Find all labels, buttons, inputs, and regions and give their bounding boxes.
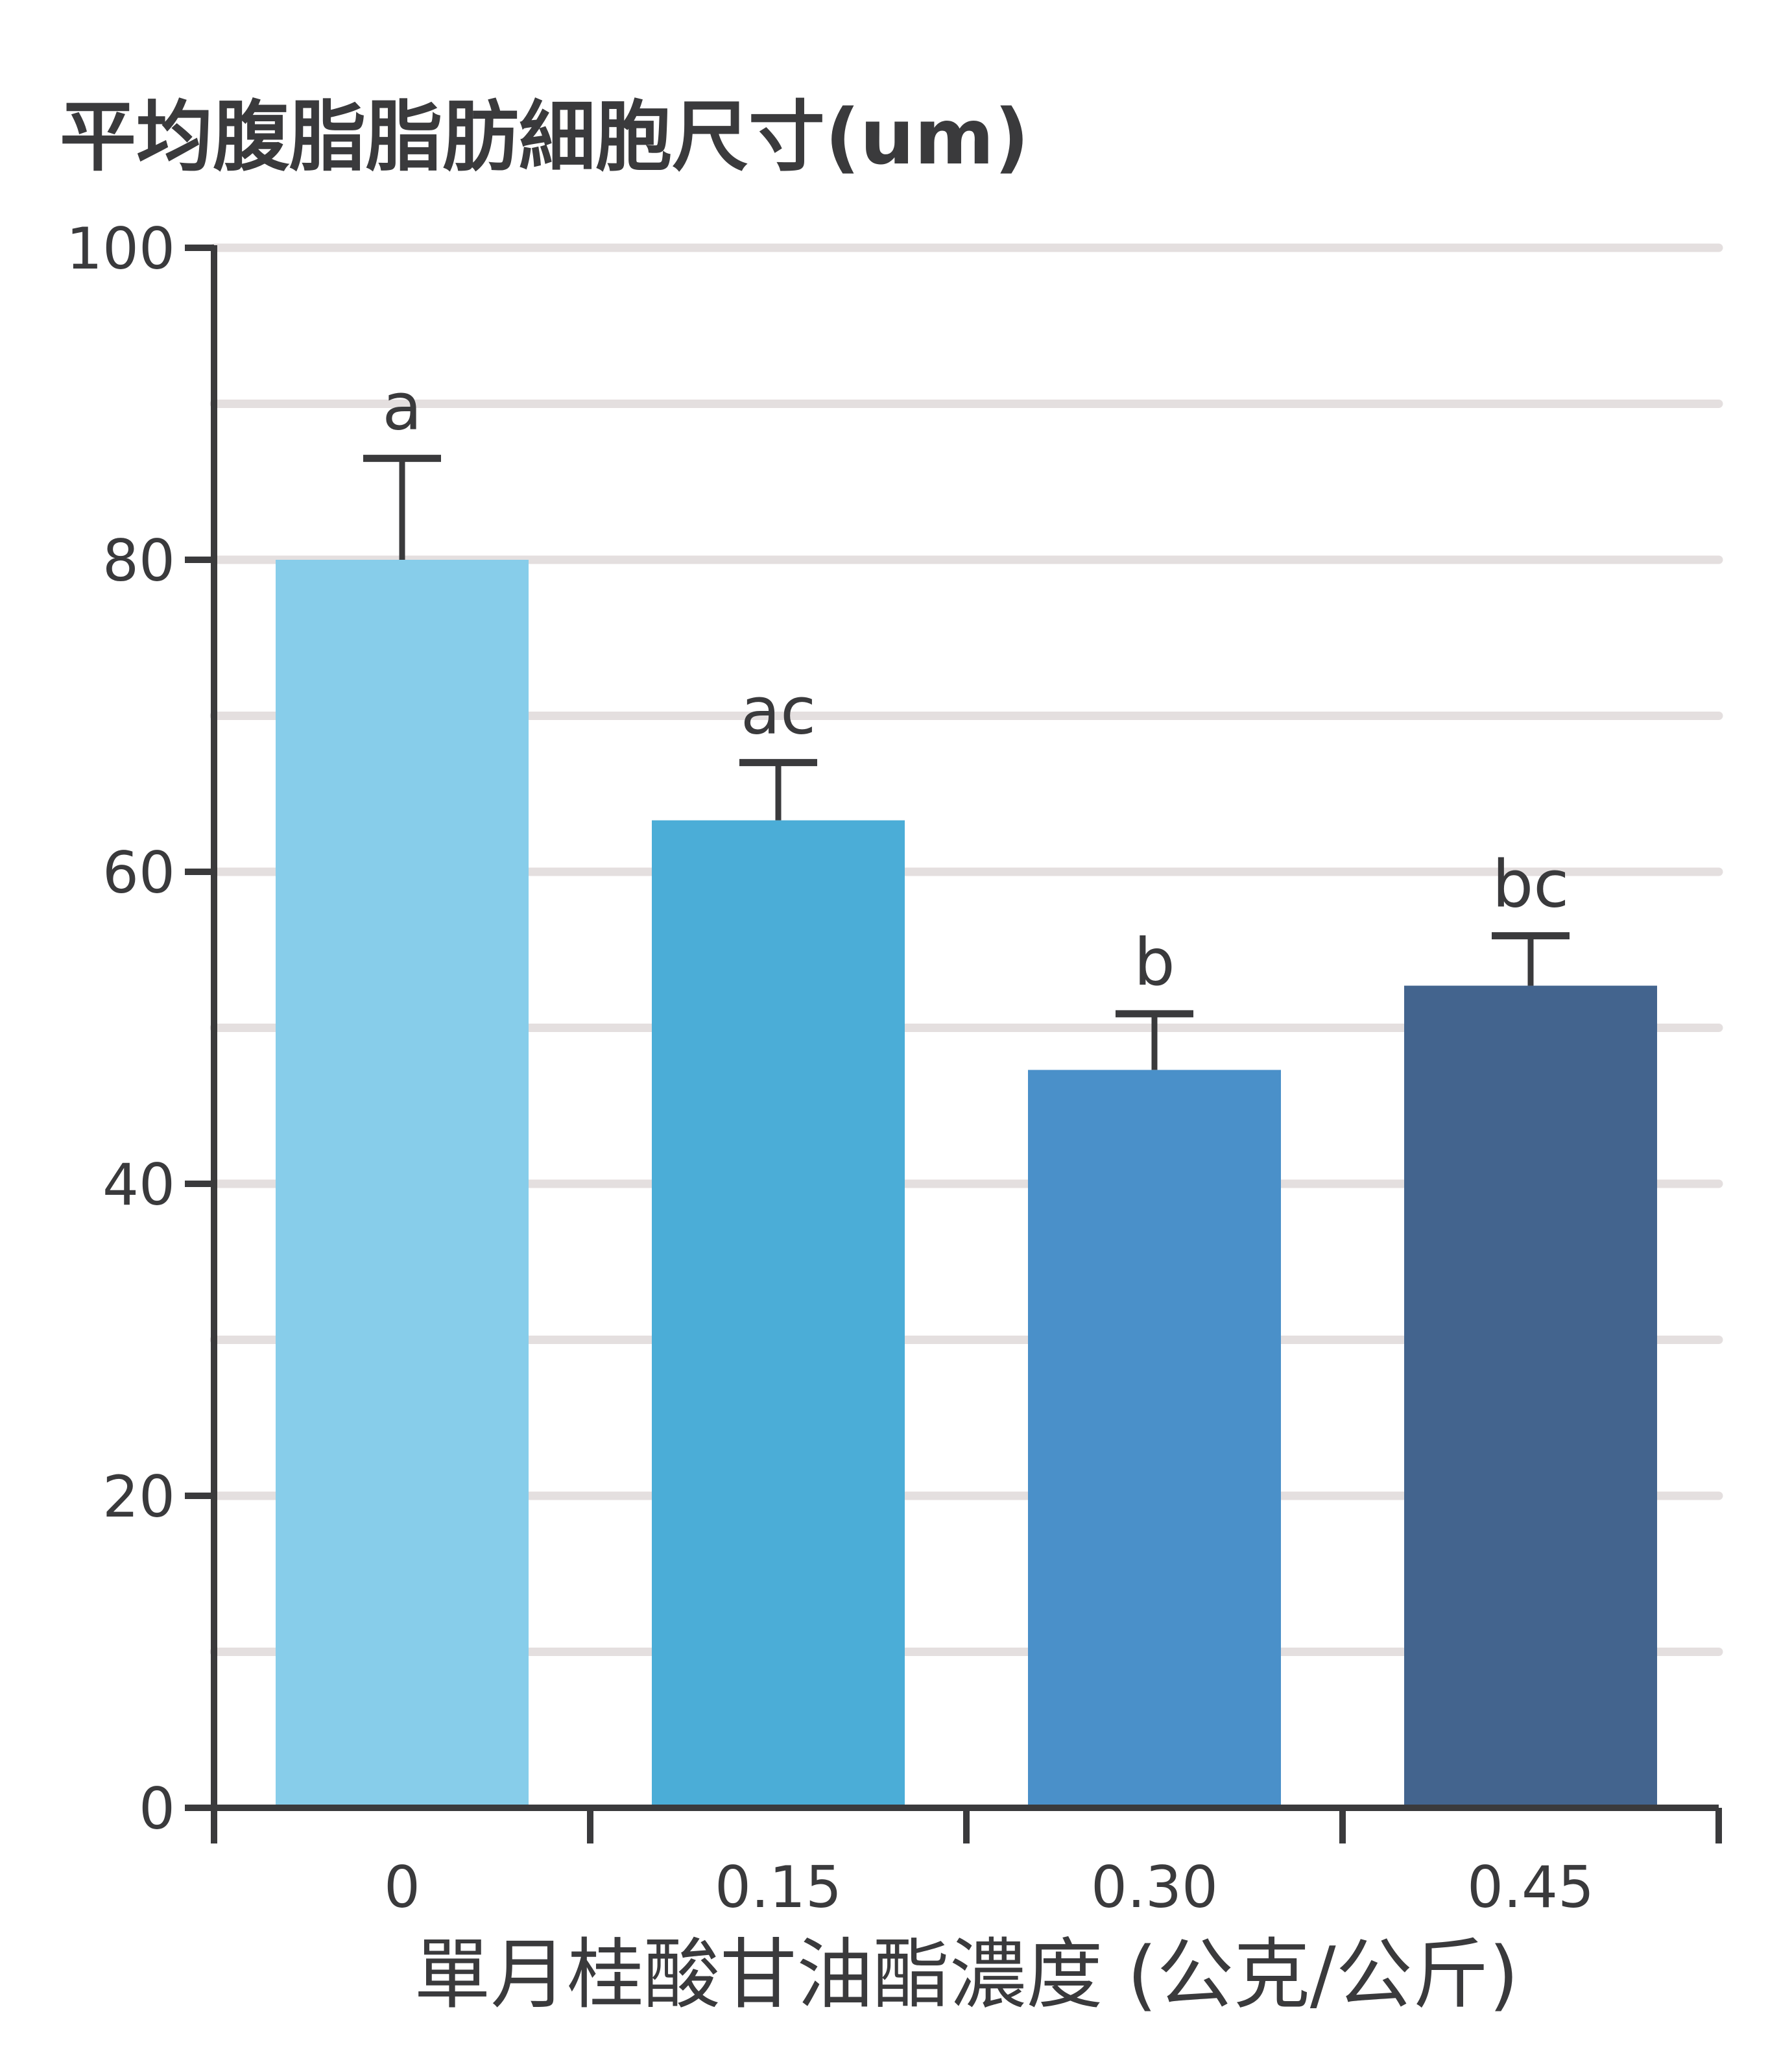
x-tick-label: 0.15 xyxy=(715,1854,842,1921)
y-axis-ticks: 0 20 40 60 80 100 xyxy=(66,215,214,1842)
bar xyxy=(1404,985,1657,1808)
error-bars xyxy=(363,455,1570,1070)
x-axis-label: 單月桂酸甘油酯濃度 (公克/公斤) xyxy=(414,1930,1518,2019)
y-tick-label: 100 xyxy=(66,215,175,282)
y-tick-label: 40 xyxy=(102,1151,175,1218)
x-tick-label: 0 xyxy=(384,1854,420,1921)
significance-label: ac xyxy=(741,673,816,749)
x-tick-label: 0.45 xyxy=(1467,1854,1594,1921)
significance-label: a xyxy=(382,369,422,445)
y-tick-label: 0 xyxy=(139,1775,175,1842)
significance-label: bc xyxy=(1492,846,1569,922)
bars xyxy=(276,560,1657,1808)
chart-title: 平均腹脂脂肪細胞尺寸(um) xyxy=(60,92,1029,182)
y-tick-label: 60 xyxy=(102,839,175,906)
x-axis-ticks: 0 0.15 0.30 0.45 xyxy=(211,1808,1722,1921)
bar xyxy=(652,820,905,1808)
significance-label: b xyxy=(1134,924,1175,1000)
significance-labels: a ac b bc xyxy=(382,369,1569,1000)
y-tick-label: 20 xyxy=(102,1463,175,1530)
y-tick-label: 80 xyxy=(102,527,175,594)
x-tick-label: 0.30 xyxy=(1091,1854,1218,1921)
bar xyxy=(1028,1070,1281,1808)
bar xyxy=(276,560,529,1808)
